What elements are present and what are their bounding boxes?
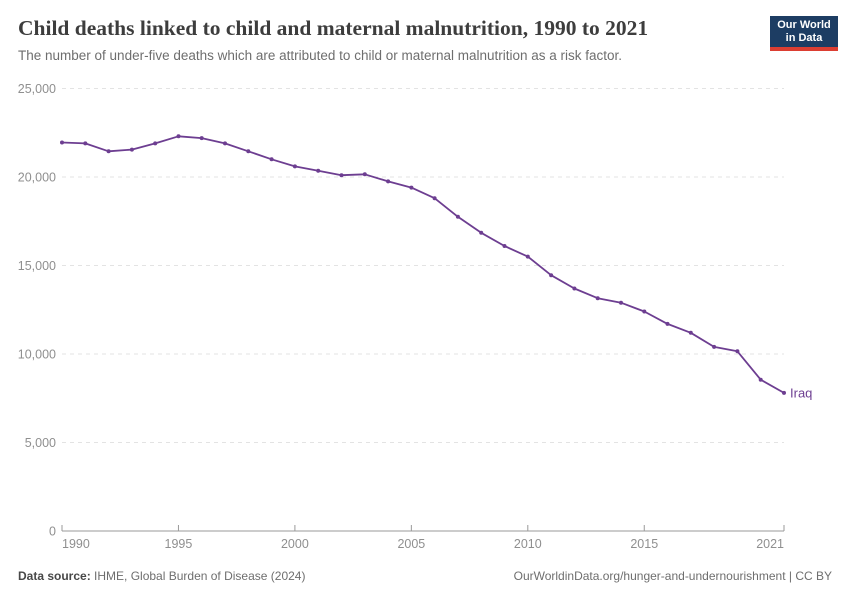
x-tick-label: 1990 [62, 537, 90, 551]
logo-line2: in Data [785, 32, 823, 44]
data-point [60, 140, 64, 145]
data-point [619, 300, 623, 305]
data-point [642, 309, 647, 314]
data-point [129, 147, 134, 152]
data-source-label: Data source: [18, 569, 91, 583]
data-point [479, 230, 484, 235]
data-point [386, 179, 391, 184]
data-point [409, 185, 414, 190]
data-point [502, 244, 507, 248]
data-point [339, 173, 344, 178]
y-tick-label: 25,000 [18, 82, 56, 96]
chart-title: Child deaths linked to child and materna… [18, 16, 649, 40]
y-tick-label: 20,000 [18, 171, 56, 185]
y-tick-label: 5,000 [25, 436, 56, 450]
data-source-text: IHME, Global Burden of Disease (2024) [90, 569, 306, 583]
data-point [223, 141, 227, 146]
data-point [362, 172, 367, 177]
data-source: Data source: IHME, Global Burden of Dise… [18, 569, 305, 583]
credit-link[interactable]: OurWorldinData.org/hunger-and-undernouri… [513, 569, 832, 583]
data-point [549, 273, 554, 278]
data-point [199, 136, 204, 141]
y-tick-label: 10,000 [18, 348, 56, 362]
data-point [292, 164, 297, 169]
data-point [712, 344, 717, 349]
x-tick-label: 1995 [165, 537, 193, 551]
data-point [83, 141, 88, 146]
data-point [595, 296, 600, 301]
x-tick-label: 2000 [281, 537, 309, 551]
data-point [525, 254, 530, 259]
x-tick-label: 2005 [397, 537, 425, 551]
data-point [758, 377, 763, 382]
data-point [665, 321, 670, 326]
data-point [782, 390, 786, 395]
x-tick-label: 2015 [630, 537, 658, 551]
data-point [688, 330, 693, 335]
series-end-label: Iraq [790, 385, 812, 400]
data-point [735, 349, 740, 354]
logo-line1: Our World [777, 19, 831, 31]
data-point [176, 134, 181, 139]
chart-footer: Data source: IHME, Global Burden of Dise… [18, 569, 832, 583]
y-tick-label: 15,000 [18, 259, 56, 273]
data-point [246, 149, 251, 154]
x-tick-label: 2021 [756, 537, 784, 551]
data-point [153, 141, 158, 146]
data-point [316, 168, 321, 173]
data-point [269, 157, 274, 162]
series-line [61, 135, 785, 394]
y-tick-label: 0 [49, 525, 56, 539]
data-point [572, 286, 577, 291]
chart-subtitle: The number of under-five deaths which ar… [18, 48, 623, 63]
owid-logo: Our World in Data [770, 16, 838, 51]
data-point [455, 214, 460, 219]
data-point [106, 149, 111, 154]
data-point [432, 196, 437, 201]
x-tick-label: 2010 [514, 537, 542, 551]
